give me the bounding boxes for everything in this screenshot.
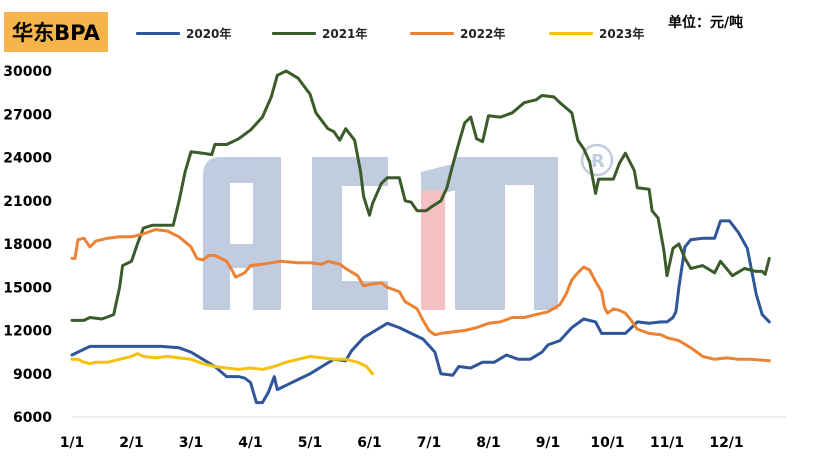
series-line-2020 bbox=[70, 219, 771, 405]
x-tick-label: 7/1 bbox=[417, 435, 442, 451]
y-tick-label: 27000 bbox=[3, 107, 52, 123]
series-line-2022 bbox=[70, 228, 771, 363]
x-tick-label: 3/1 bbox=[179, 435, 204, 451]
y-tick-label: 30000 bbox=[3, 64, 52, 80]
legend: 2020年 2021年 2022年 2023年 bbox=[0, 25, 817, 45]
x-tick-label: 10/1 bbox=[590, 435, 624, 451]
legend-swatch-2021 bbox=[272, 32, 316, 35]
x-tick-label: 6/1 bbox=[357, 435, 382, 451]
y-tick-label: 24000 bbox=[3, 151, 52, 167]
legend-swatch-2023 bbox=[549, 32, 593, 35]
unit-label: 单位：元/吨 bbox=[668, 15, 744, 31]
svg-text:R: R bbox=[591, 151, 605, 172]
x-tick-label: 12/1 bbox=[709, 435, 743, 451]
y-tick-label: 21000 bbox=[3, 194, 52, 210]
acmi-watermark-logo: R bbox=[203, 143, 614, 310]
y-tick-label: 6000 bbox=[13, 410, 52, 426]
chart-title: 华东BPA bbox=[12, 21, 100, 45]
series-line-2021 bbox=[70, 69, 771, 322]
axes: 6000 9000 12000 15000 18000 21000 24000 27000 30… bbox=[3, 64, 786, 451]
x-tick-label: 5/1 bbox=[298, 435, 323, 451]
x-tick-label: 4/1 bbox=[238, 435, 263, 451]
x-tick-label: 2/1 bbox=[119, 435, 144, 451]
legend-label-2020: 2020年 bbox=[186, 27, 232, 41]
legend-item-2020: 2020年 bbox=[136, 25, 231, 42]
x-tick-label: 9/1 bbox=[536, 435, 561, 451]
legend-swatch-2022 bbox=[410, 32, 454, 35]
y-tick-label: 9000 bbox=[13, 367, 52, 383]
chart-title-box: 华东BPA bbox=[4, 12, 108, 52]
x-tick-label: 8/1 bbox=[476, 435, 501, 451]
legend-label-2023: 2023年 bbox=[599, 27, 645, 41]
y-tick-label: 15000 bbox=[3, 280, 52, 296]
y-tick-label: 18000 bbox=[3, 237, 52, 253]
legend-item-2021: 2021年 bbox=[272, 25, 367, 42]
series-line-2023 bbox=[70, 352, 374, 376]
legend-item-2022: 2022年 bbox=[410, 25, 505, 42]
y-tick-label: 12000 bbox=[3, 324, 52, 340]
series-layer bbox=[70, 69, 771, 405]
legend-item-2023: 2023年 bbox=[549, 25, 644, 42]
legend-swatch-2020 bbox=[136, 32, 180, 35]
x-tick-label: 11/1 bbox=[650, 435, 684, 451]
legend-label-2022: 2022年 bbox=[460, 27, 506, 41]
x-tick-label: 1/1 bbox=[60, 435, 85, 451]
legend-label-2021: 2021年 bbox=[322, 27, 368, 41]
